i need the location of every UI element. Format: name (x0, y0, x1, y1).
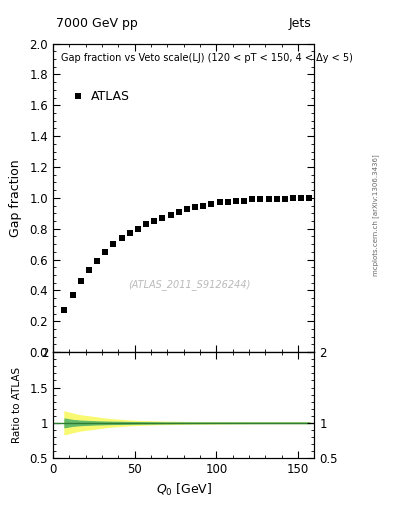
Y-axis label: Gap fraction: Gap fraction (9, 159, 22, 237)
X-axis label: $Q_0$ [GeV]: $Q_0$ [GeV] (156, 482, 212, 498)
Text: mcplots.cern.ch [arXiv:1306.3436]: mcplots.cern.ch [arXiv:1306.3436] (372, 154, 379, 276)
Text: (ATLAS_2011_S9126244): (ATLAS_2011_S9126244) (128, 279, 250, 290)
Y-axis label: Ratio to ATLAS: Ratio to ATLAS (12, 367, 22, 443)
Text: Jets: Jets (289, 16, 312, 30)
Legend: ATLAS: ATLAS (67, 86, 135, 108)
Text: Gap fraction vs Veto scale(LJ) (120 < pT < 150, 4 < Δy < 5): Gap fraction vs Veto scale(LJ) (120 < pT… (61, 53, 353, 63)
Text: 7000 GeV pp: 7000 GeV pp (56, 16, 138, 30)
